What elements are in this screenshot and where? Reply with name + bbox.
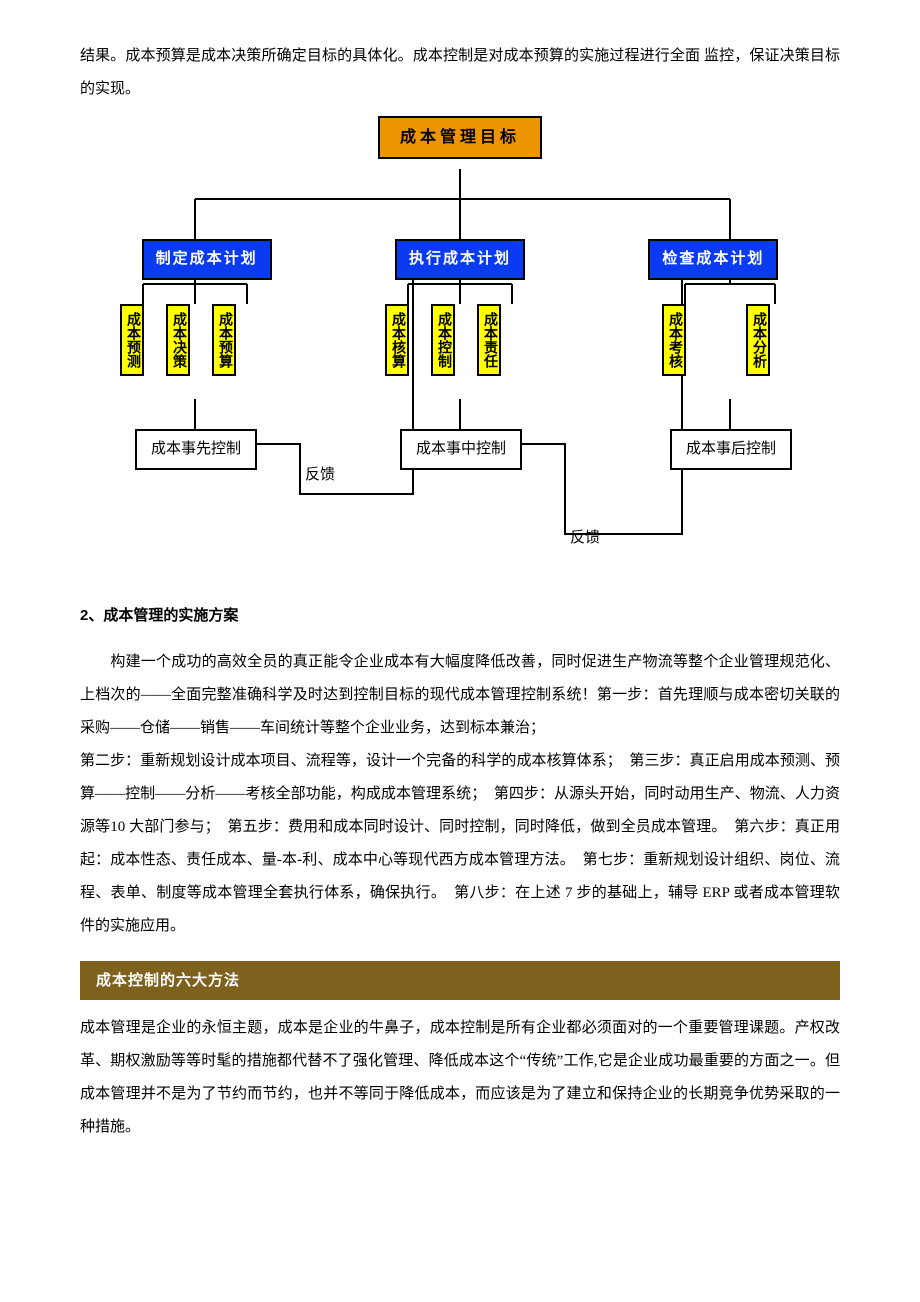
yellow-1-3: 成本预算 — [212, 304, 236, 376]
last-para: 成本管理是企业的永恒主题，成本是企业的牛鼻子，成本控制是所有企业都必须面对的一个… — [80, 1012, 840, 1144]
white-box-1: 成本事先控制 — [135, 429, 257, 470]
chart: 制定成本计划 执行成本计划 检查成本计划 成本预测 成本决策 成本预算 成本核算… — [80, 169, 840, 579]
yellow-3-1: 成本考核 — [662, 304, 686, 376]
yellow-group-3: 成本考核 成本分析 — [662, 304, 770, 376]
brown-heading-bar: 成本控制的六大方法 — [80, 961, 840, 1000]
yellow-1-2: 成本决策 — [166, 304, 190, 376]
blue-box-3: 检查成本计划 — [648, 239, 778, 280]
section2-title: 2、成本管理的实施方案 — [80, 599, 840, 632]
white-box-2: 成本事中控制 — [400, 429, 522, 470]
feedback-label-2: 反馈 — [570, 522, 600, 555]
intro-para: 结果。成本预算是成本决策所确定目标的具体化。成本控制是对成本预算的实施过程进行全… — [80, 40, 840, 106]
blue-box-1: 制定成本计划 — [142, 239, 272, 280]
yellow-group-1: 成本预测 成本决策 成本预算 — [120, 304, 236, 376]
white-box-3: 成本事后控制 — [670, 429, 792, 470]
section2-body: 构建一个成功的高效全员的真正能令企业成本有大幅度降低改善，同时促进生产物流等整个… — [80, 646, 840, 943]
yellow-3-2: 成本分析 — [746, 304, 770, 376]
yellow-2-1: 成本核算 — [385, 304, 409, 376]
yellow-2-3: 成本责任 — [477, 304, 501, 376]
yellow-2-2: 成本控制 — [431, 304, 455, 376]
feedback-label-1: 反馈 — [305, 459, 335, 492]
yellow-group-2: 成本核算 成本控制 成本责任 — [385, 304, 501, 376]
blue-box-2: 执行成本计划 — [395, 239, 525, 280]
chart-top-box: 成本管理目标 — [378, 116, 542, 159]
yellow-1-1: 成本预测 — [120, 304, 144, 376]
